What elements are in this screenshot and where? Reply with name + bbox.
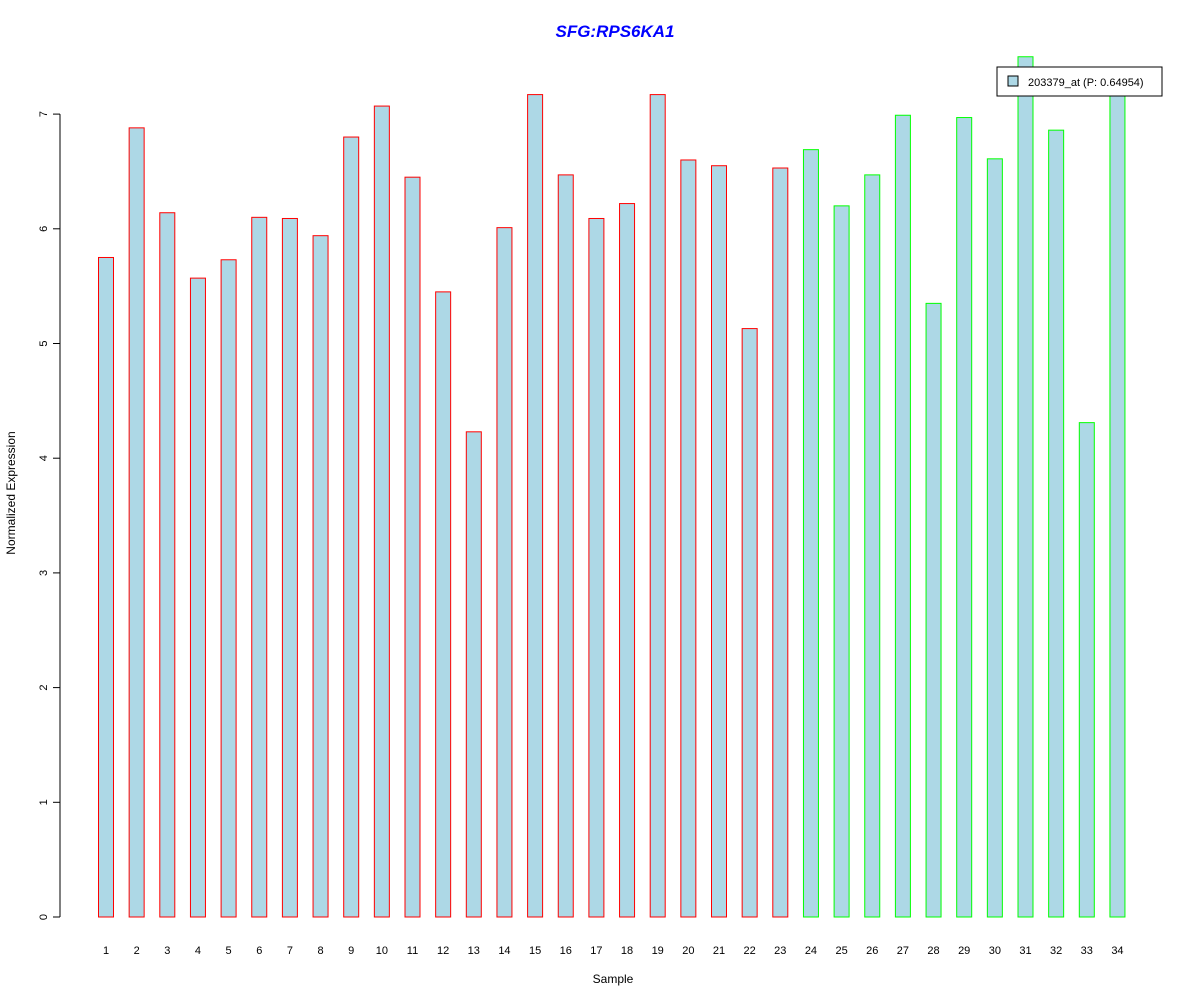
bar-sample-17 (588, 217, 605, 918)
y-tick-label: 2 (38, 685, 50, 691)
bar-sample-9 (343, 136, 360, 918)
x-tick-label: 27 (897, 945, 909, 957)
bar-sample-18 (619, 203, 636, 918)
chart-title: SFG:RPS6KA1 (555, 22, 674, 41)
x-axis-label: Sample (593, 972, 634, 986)
x-tick-label: 10 (376, 945, 388, 957)
bar-sample-16 (557, 174, 574, 918)
x-tick-label: 29 (958, 945, 970, 957)
x-tick-label: 2 (134, 945, 140, 957)
x-tick-label: 13 (468, 945, 480, 957)
x-tick-label: 3 (164, 945, 170, 957)
x-tick-label: 22 (744, 945, 756, 957)
x-tick-label: 23 (774, 945, 786, 957)
y-tick-label: 3 (38, 570, 50, 576)
bar-sample-28 (925, 302, 942, 918)
bar-sample-5 (220, 259, 237, 918)
bar-sample-2 (128, 127, 145, 918)
x-tick-label: 11 (407, 945, 418, 957)
bar-sample-21 (711, 165, 727, 918)
x-tick-label: 21 (713, 945, 725, 957)
y-tick-label: 5 (38, 340, 50, 346)
x-tick-label: 6 (256, 945, 262, 957)
legend-box (996, 66, 1163, 97)
bars (98, 56, 1126, 918)
bar-sample-20 (680, 159, 697, 918)
bar-sample-23 (772, 167, 789, 918)
x-tick-label: 16 (560, 945, 572, 957)
x-tick-label: 17 (590, 945, 602, 957)
x-tick-label: 28 (927, 945, 939, 957)
bar-sample-19 (649, 94, 666, 918)
y-tick-label: 1 (38, 799, 50, 805)
y-axis-label: Normalized Expression (4, 431, 18, 554)
bar-sample-26 (864, 174, 881, 918)
legend-entry: 203379_at (P: 0.64954) (1028, 77, 1144, 89)
bar-sample-22 (741, 328, 758, 918)
bar-sample-15 (527, 94, 544, 918)
x-tick-label: 25 (835, 945, 847, 957)
x-tick-label: 8 (317, 945, 323, 957)
x-tick-label: 19 (652, 945, 664, 957)
bar-sample-32 (1048, 129, 1065, 918)
bar-sample-10 (373, 105, 390, 918)
bar-sample-31 (1017, 56, 1034, 918)
x-tick-label: 33 (1081, 945, 1093, 957)
legend-swatch (1007, 75, 1019, 87)
bar-sample-1 (98, 256, 114, 918)
x-tick-label: 12 (437, 945, 449, 957)
x-tick-label: 20 (682, 945, 694, 957)
bar-sample-4 (189, 277, 206, 918)
x-tick-label: 15 (529, 945, 541, 957)
x-tick-label: 32 (1050, 945, 1062, 957)
legend: 203379_at (P: 0.64954) (996, 66, 1163, 97)
bar-sample-25 (833, 205, 850, 918)
bar-sample-3 (159, 212, 176, 918)
bar-sample-33 (1078, 422, 1095, 918)
bar-sample-12 (435, 291, 452, 918)
x-tick-labels: 1 2 3 4 5 6 7 8 9 10 11 12 13 14 15 16 17 18 19 20 21 22 23 24 2… (103, 945, 1124, 957)
y-tick-label: 6 (38, 226, 50, 232)
y-tick-label: 4 (38, 455, 50, 461)
y-tick-label: 7 (38, 111, 50, 117)
y-axis: 0 1 2 3 4 5 6 7 (38, 111, 61, 920)
x-tick-label: 26 (866, 945, 878, 957)
bar-sample-8 (312, 235, 329, 918)
x-tick-label: 9 (348, 945, 354, 957)
bar-sample-13 (465, 431, 482, 918)
x-tick-label: 31 (1019, 945, 1031, 957)
bar-sample-14 (496, 227, 513, 918)
bar-sample-30 (986, 158, 1003, 918)
x-tick-label: 18 (621, 945, 633, 957)
x-tick-label: 4 (195, 945, 201, 957)
x-tick-label: 1 (103, 945, 109, 957)
bar-sample-29 (956, 117, 973, 918)
bar-sample-27 (894, 114, 911, 918)
y-tick-label: 0 (38, 914, 50, 920)
bar-sample-11 (404, 176, 421, 918)
bar-sample-6 (251, 216, 268, 918)
x-tick-label: 14 (498, 945, 510, 957)
x-tick-label: 24 (805, 945, 817, 957)
x-tick-label: 5 (226, 945, 232, 957)
bar-sample-34 (1109, 87, 1126, 918)
x-tick-label: 30 (989, 945, 1001, 957)
x-tick-label: 34 (1111, 945, 1123, 957)
x-tick-label: 7 (287, 945, 293, 957)
bar-sample-24 (802, 149, 819, 918)
bar-sample-7 (281, 217, 298, 918)
